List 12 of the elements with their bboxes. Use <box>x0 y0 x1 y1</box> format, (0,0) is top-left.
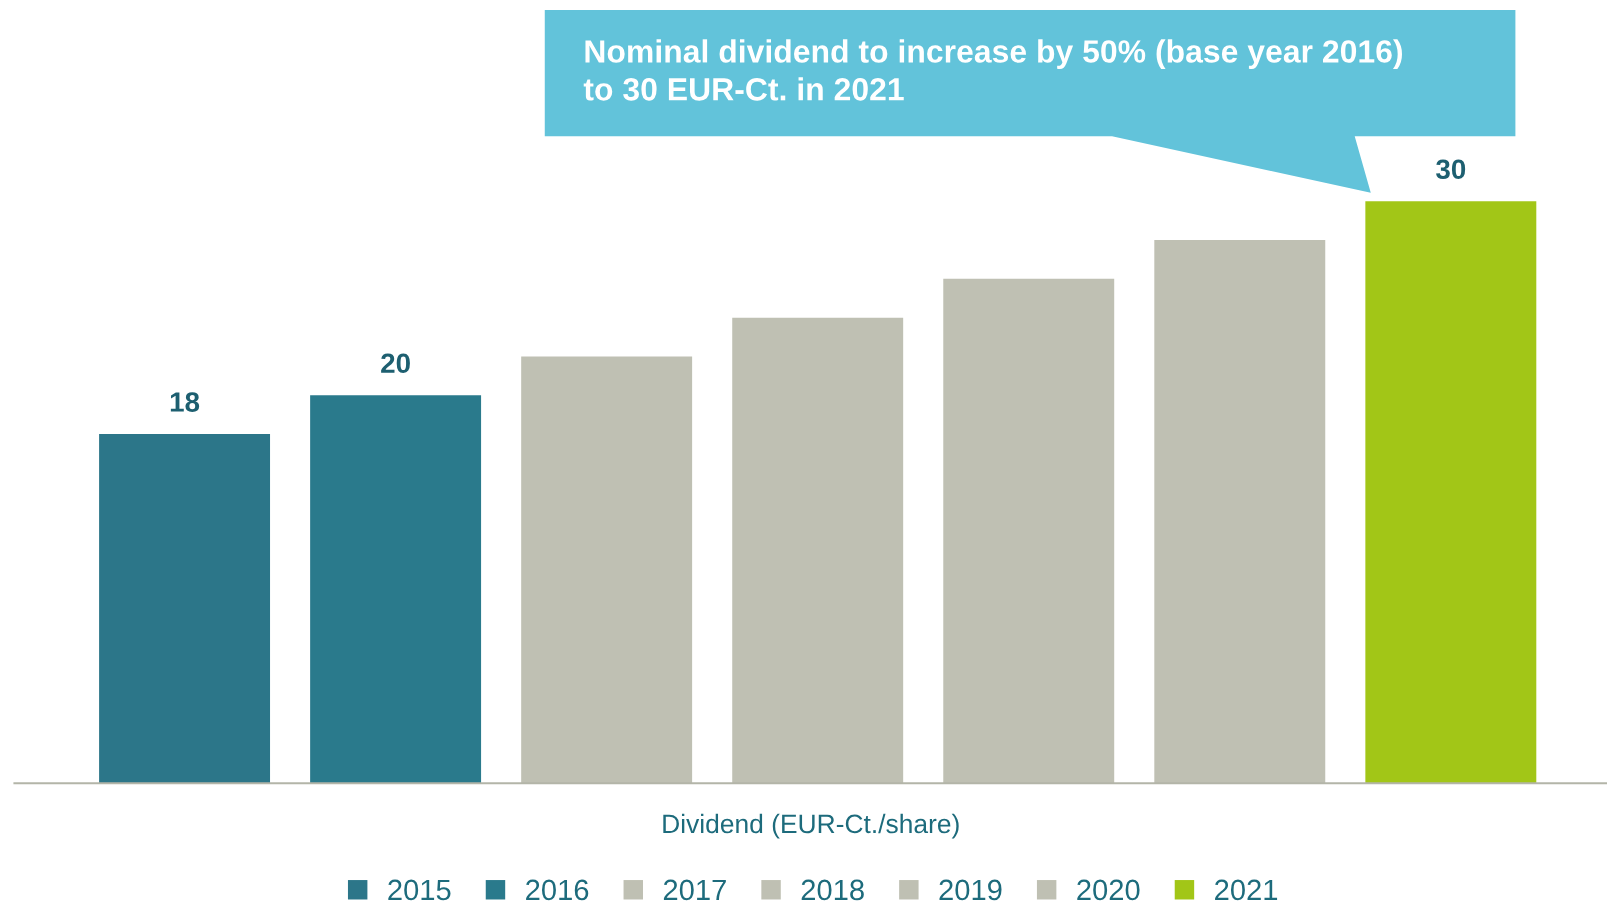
legend-label: 2018 <box>801 879 864 901</box>
legend-label: 2017 <box>663 879 726 901</box>
legend-label: 2021 <box>1215 879 1278 901</box>
data-label: 30 <box>1436 159 1466 180</box>
text: Nominal dividend to increase by 50% (base year 2016) to 30 EUR-Ct. in 2021 <box>583 39 1402 101</box>
data-label: 20 <box>381 353 410 374</box>
legend-label: 2019 <box>939 879 1002 901</box>
x-axis-title: Dividend (EUR-Ct./share) <box>663 813 959 839</box>
legend-label: 2015 <box>388 879 451 901</box>
data-label: 18 <box>170 392 200 412</box>
legend-label: 2020 <box>1077 879 1140 901</box>
legend-label: 2016 <box>526 879 589 901</box>
